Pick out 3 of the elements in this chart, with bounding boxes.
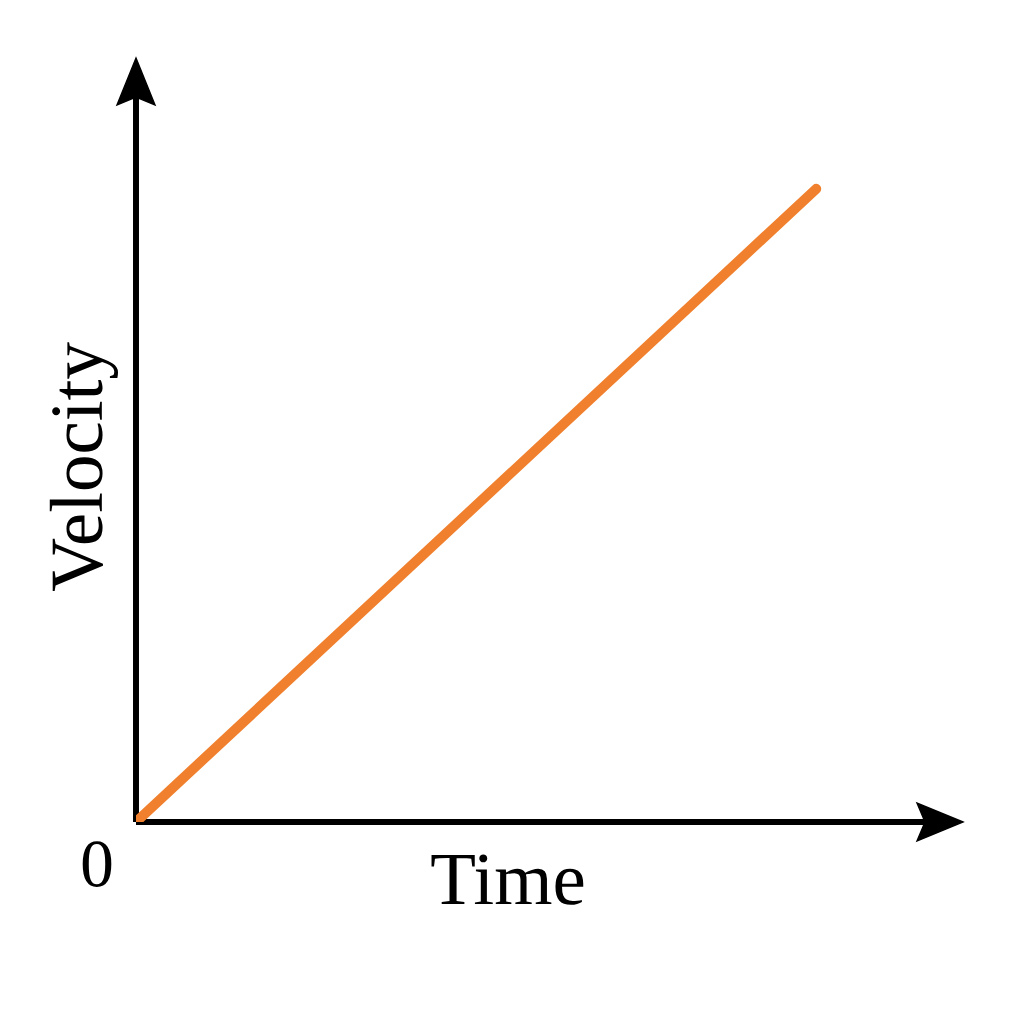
x-axis-title: Time xyxy=(431,854,584,905)
text: 0 xyxy=(82,841,112,887)
y-axis-title: Velocity xyxy=(49,342,118,592)
